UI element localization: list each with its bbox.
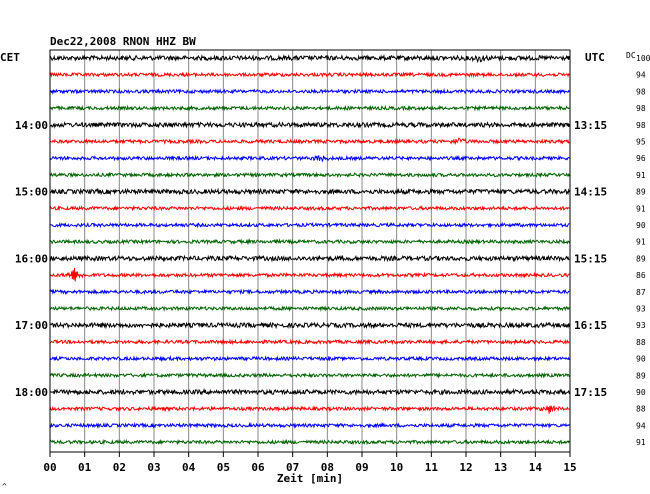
dc-value-23: 91 [636, 438, 646, 447]
dc-value-3: 98 [636, 104, 646, 113]
dc-value-0: 100 [636, 54, 650, 63]
dc-value-19: 89 [636, 371, 646, 380]
dc-value-11: 91 [636, 238, 646, 247]
dc-value-15: 93 [636, 305, 646, 314]
x-tick-label-08: 08 [321, 461, 334, 474]
dc-value-22: 94 [636, 421, 646, 430]
x-tick-label-12: 12 [459, 461, 472, 474]
left-hour-label-16:00: 16:00 [15, 252, 48, 265]
x-tick-label-14: 14 [529, 461, 543, 474]
left-hour-label-18:00: 18:00 [15, 386, 48, 399]
chart-title: Dec22,2008 RNON HHZ BW [50, 35, 196, 48]
x-tick-label-03: 03 [147, 461, 160, 474]
trace-3 [49, 104, 570, 112]
x-tick-label-06: 06 [251, 461, 265, 474]
right-hour-label-13:15: 13:15 [574, 119, 607, 132]
x-axis-label: Zeit [min] [277, 472, 343, 485]
trace-10 [49, 221, 570, 229]
trace-19 [49, 371, 570, 379]
trace-11 [49, 238, 570, 246]
plot-frame [49, 49, 571, 453]
dc-value-9: 91 [636, 204, 646, 213]
dc-value-5: 95 [636, 138, 646, 147]
right-hour-label-15:15: 15:15 [574, 252, 607, 265]
cet-label: CET [0, 51, 20, 64]
trace-2 [49, 87, 570, 95]
traces [49, 53, 570, 446]
dc-value-16: 93 [636, 321, 646, 330]
trace-4 [49, 121, 570, 129]
trace-21 [49, 405, 570, 414]
trace-23 [49, 438, 570, 446]
trace-20 [49, 387, 570, 397]
trace-8 [49, 187, 570, 196]
right-hour-label-16:15: 16:15 [574, 319, 607, 332]
dc-value-6: 96 [636, 154, 646, 163]
right-hour-label-17:15: 17:15 [574, 386, 607, 399]
dc-value-21: 88 [636, 405, 646, 414]
trace-5 [49, 137, 570, 146]
trace-22 [49, 421, 570, 429]
trace-9 [49, 205, 570, 212]
dc-value-8: 89 [636, 188, 646, 197]
x-tick-label-07: 07 [286, 461, 299, 474]
x-tick-labels: 00 01 02 03 04 05 06 07 08 09 10 11 12 13 14 15 [43, 452, 577, 474]
dc-values: 100 94 98 98 98 95 96 91 89 91 90 91 89 86 87 93 93 88 90 8… [636, 54, 650, 447]
x-tick-label-09: 09 [355, 461, 368, 474]
left-hour-label-15:00: 15:00 [15, 186, 48, 199]
trace-15 [49, 305, 570, 312]
dc-value-10: 90 [636, 221, 646, 230]
dc-value-1: 94 [636, 71, 646, 80]
x-tick-label-13: 13 [494, 461, 507, 474]
x-tick-label-00: 00 [43, 461, 56, 474]
trace-12 [49, 254, 570, 263]
left-hour-label-14:00: 14:00 [15, 119, 48, 132]
footer-mark: ^ [2, 482, 7, 491]
dc-value-13: 86 [636, 271, 646, 280]
dc-value-4: 98 [636, 121, 646, 130]
dc-value-7: 91 [636, 171, 646, 180]
dc-value-17: 88 [636, 338, 646, 347]
left-hour-labels: 14:00 15:00 16:00 17:00 18:00 [15, 119, 48, 399]
x-tick-label-11: 11 [425, 461, 439, 474]
trace-0 [49, 53, 570, 64]
dc-value-14: 87 [636, 288, 646, 297]
right-hour-labels: 13:15 14:15 15:15 16:15 17:15 [574, 119, 607, 399]
right-hour-label-14:15: 14:15 [574, 186, 607, 199]
x-tick-label-05: 05 [217, 461, 230, 474]
x-tick-label-04: 04 [182, 461, 196, 474]
utc-label: UTC [585, 51, 605, 64]
left-hour-label-17:00: 17:00 [15, 319, 48, 332]
grid-lines [84, 50, 536, 452]
x-tick-label-15: 15 [563, 461, 576, 474]
trace-17 [49, 338, 570, 346]
dc-value-20: 90 [636, 388, 646, 397]
x-tick-label-10: 10 [390, 461, 403, 474]
dc-label: DC [626, 51, 636, 60]
trace-6 [49, 154, 570, 163]
dc-value-2: 98 [636, 87, 646, 96]
trace-16 [49, 321, 570, 330]
x-tick-label-02: 02 [113, 461, 126, 474]
trace-18 [49, 355, 570, 363]
dc-value-12: 89 [636, 254, 646, 263]
trace-7 [49, 171, 570, 179]
dc-value-18: 90 [636, 355, 646, 364]
trace-1 [49, 71, 570, 79]
x-tick-label-01: 01 [78, 461, 92, 474]
trace-13 [49, 267, 570, 282]
trace-14 [49, 288, 570, 296]
